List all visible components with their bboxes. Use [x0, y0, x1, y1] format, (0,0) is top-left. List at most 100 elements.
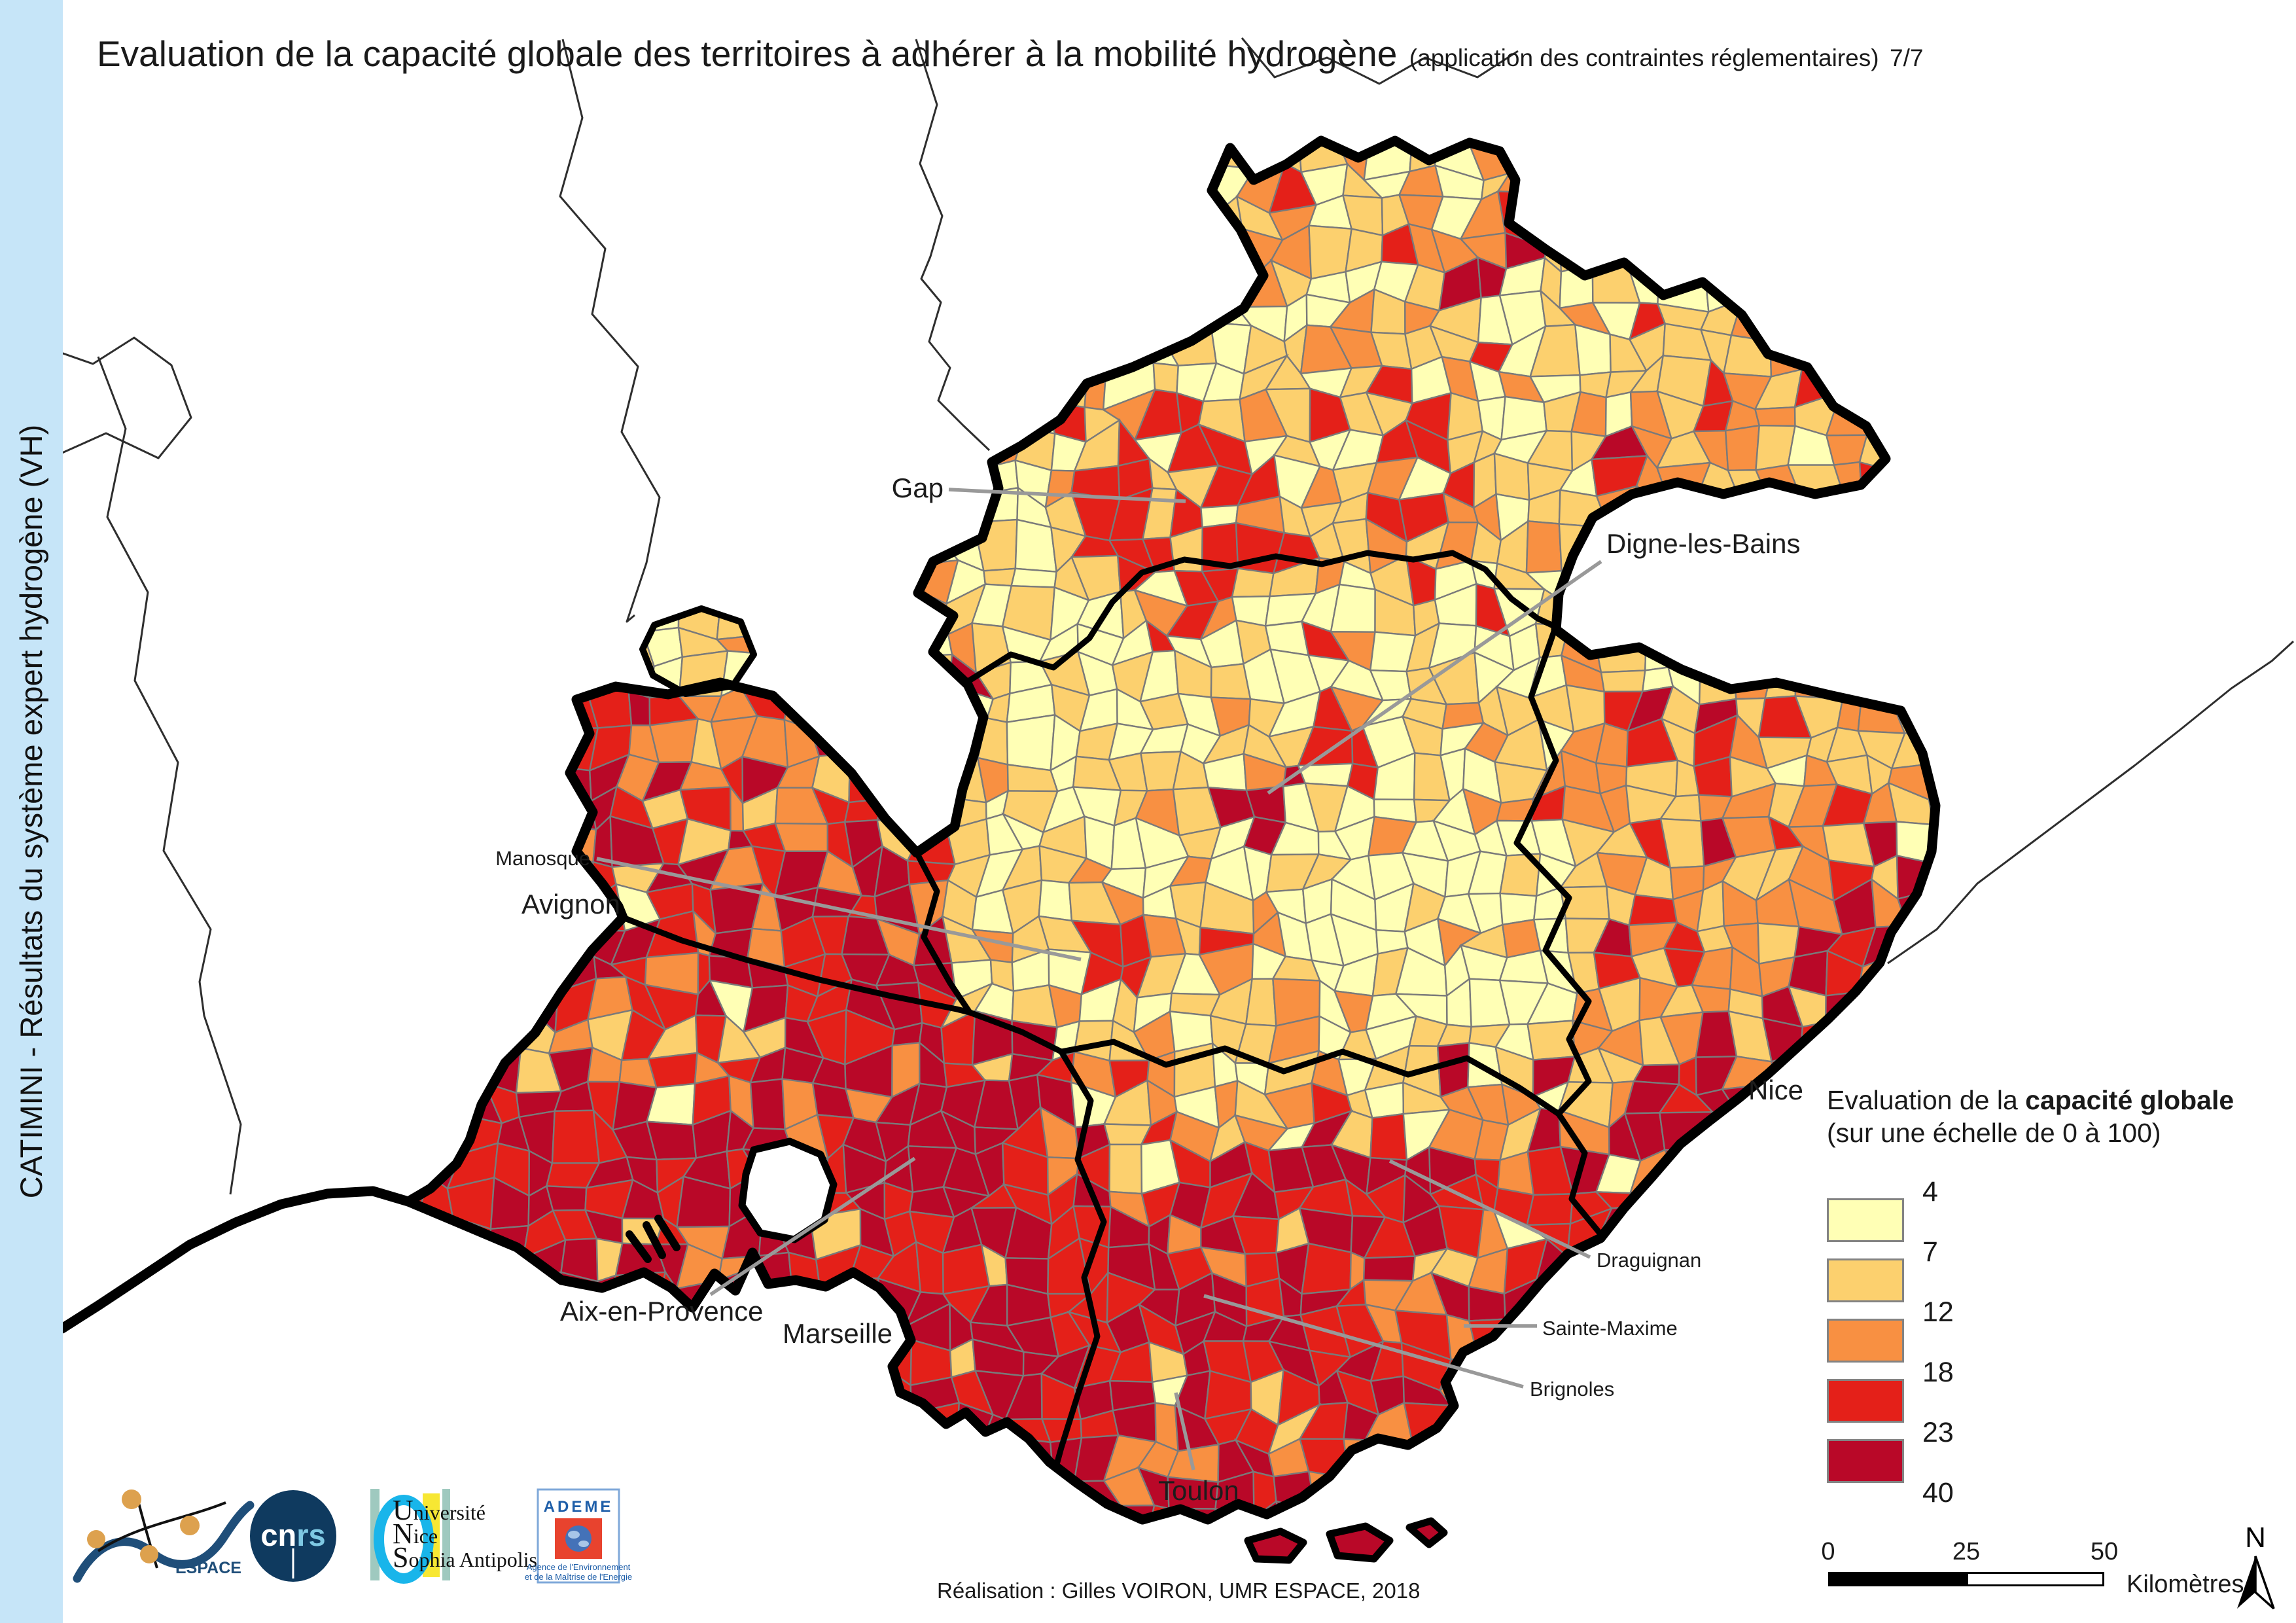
commune-cell	[691, 362, 722, 403]
commune-cell	[426, 518, 457, 559]
commune-cell	[1755, 243, 1807, 280]
commune-cell	[1885, 141, 1931, 142]
commune-cell	[1335, 94, 1370, 139]
commune-cell	[1180, 207, 1219, 241]
commune-cell	[1433, 1451, 1474, 1480]
commune-cell	[527, 141, 556, 143]
commune-cell	[874, 203, 928, 244]
commune-cell	[936, 393, 991, 440]
ademe-globe-icon	[565, 1525, 592, 1552]
commune-cell	[495, 452, 517, 505]
scale-bar: 0 25 50 Kilomètres N	[1819, 1525, 2296, 1623]
commune-cell	[716, 141, 766, 183]
commune-cell	[1012, 141, 1059, 147]
commune-cell	[813, 1471, 860, 1520]
commune-cell	[457, 981, 501, 1024]
commune-cell	[1730, 1375, 1776, 1427]
commune-cell	[905, 716, 942, 755]
commune-cell	[1967, 260, 2002, 312]
commune-cell	[823, 524, 855, 574]
commune-cell	[718, 1479, 762, 1519]
commune-cell	[1918, 330, 1935, 367]
commune-cell	[847, 1516, 883, 1520]
commune-cell	[1755, 1435, 1810, 1471]
commune-cell	[1463, 1541, 1504, 1584]
commune-cell	[478, 400, 529, 429]
commune-cell	[514, 427, 567, 460]
commune-cell	[552, 258, 591, 308]
commune-cell	[1968, 853, 1991, 894]
commune-cell	[809, 651, 845, 700]
commune-cell	[839, 435, 883, 476]
commune-cell	[817, 452, 850, 508]
commune-cell	[408, 656, 420, 690]
commune-cell	[1657, 235, 1708, 278]
page-title: Evaluation de la capacité globale des te…	[97, 33, 1923, 75]
commune-cell	[809, 1370, 858, 1411]
commune-cell	[454, 1403, 487, 1457]
commune-cell	[581, 454, 626, 505]
commune-cell	[741, 141, 795, 167]
commune-cell	[752, 1508, 796, 1520]
commune-cell	[1245, 978, 1277, 1027]
commune-cell	[408, 198, 423, 243]
cnrs-ellipse-icon	[250, 1490, 336, 1582]
commune-cell	[1022, 306, 1050, 336]
commune-cell	[1663, 1445, 1713, 1491]
commune-cell	[457, 944, 501, 993]
commune-cell	[1964, 164, 2007, 211]
commune-cell	[1660, 1272, 1694, 1317]
commune-cell	[1044, 330, 1091, 376]
commune-cell	[413, 293, 469, 332]
commune-cell	[455, 99, 491, 133]
commune-cell	[1134, 196, 1186, 247]
commune-cell	[972, 326, 1026, 370]
commune-cell	[707, 559, 766, 601]
commune-cell	[448, 493, 501, 527]
ademe-logo: ADEME Agence de l'Environnement et de la…	[525, 1488, 632, 1584]
commune-cell	[480, 597, 524, 632]
commune-cell	[1853, 517, 1907, 570]
commune-cell	[1046, 1546, 1090, 1575]
commune-cell	[510, 565, 567, 607]
commune-cell	[523, 297, 554, 344]
commune-cell	[478, 164, 518, 213]
commune-cell	[712, 1508, 760, 1520]
commune-cell	[419, 365, 467, 410]
commune-cell	[353, 687, 392, 736]
commune-cell	[430, 790, 464, 829]
commune-cell	[1725, 1172, 1769, 1224]
commune-cell	[1964, 591, 1998, 639]
commune-cell	[484, 1472, 528, 1514]
commune-cell	[545, 141, 587, 177]
commune-cell	[1756, 1415, 1812, 1459]
commune-cell	[519, 627, 565, 671]
commune-cell	[1959, 1186, 1997, 1221]
commune-cell	[677, 558, 722, 601]
commune-cell	[1927, 258, 1935, 303]
city-label-gap: Gap	[892, 473, 944, 503]
commune-cell	[510, 751, 567, 804]
commune-cell	[1965, 1209, 1989, 1255]
commune-cell	[455, 1357, 503, 1377]
commune-cell	[759, 491, 785, 533]
commune-cell	[1243, 141, 1280, 146]
commune-cell	[1699, 628, 1740, 665]
commune-cell	[491, 954, 536, 993]
commune-cell	[975, 196, 1016, 234]
neighbor-line	[915, 39, 991, 452]
commune-cell	[1822, 357, 1873, 395]
commune-cell	[1960, 1416, 2005, 1451]
commune-cell	[349, 891, 392, 932]
commune-cell	[453, 1372, 487, 1419]
commune-cell	[883, 746, 912, 800]
commune-cell	[408, 1272, 424, 1319]
commune-cell	[1759, 1245, 1812, 1294]
commune-cell	[713, 357, 756, 402]
commune-cell	[644, 160, 686, 204]
commune-cell	[787, 1370, 822, 1408]
commune-cell	[1209, 1556, 1246, 1575]
commune-cell	[415, 1246, 463, 1285]
commune-cell	[1725, 1308, 1772, 1350]
commune-cell	[423, 887, 459, 927]
